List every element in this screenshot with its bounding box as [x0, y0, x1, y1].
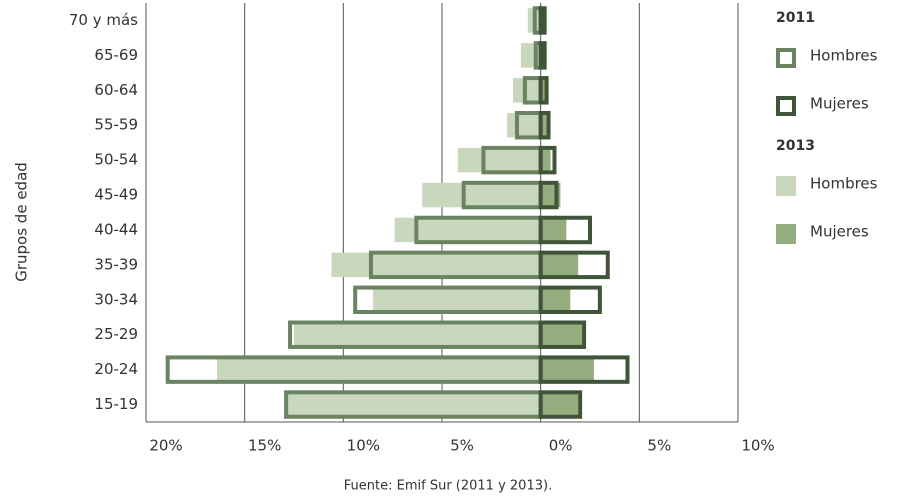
bar: [372, 287, 541, 313]
source-note: Fuente: Emif Sur (2011 y 2013).: [344, 479, 552, 494]
y-tick-label: 60-64: [94, 81, 138, 99]
y-tick-label: 15-19: [94, 395, 138, 413]
bar: [286, 392, 541, 417]
x-tick-label: 10%: [347, 437, 380, 455]
legend-label: Hombres: [810, 175, 878, 193]
bar: [507, 112, 541, 138]
bar: [540, 252, 579, 278]
y-tick-label: 45-49: [94, 186, 138, 204]
bar-outline: [538, 355, 630, 384]
legend-label: Hombres: [810, 47, 878, 65]
bar: [540, 217, 567, 243]
y-axis-label: Grupos de edad: [13, 162, 31, 282]
y-tick-label: 40-44: [94, 220, 138, 238]
x-tick-label: 5%: [450, 437, 474, 455]
legend-title: 2011: [776, 10, 815, 26]
x-tick-label: 20%: [149, 437, 182, 455]
bar-outline: [538, 76, 549, 105]
x-tick-label: 10%: [741, 437, 774, 455]
legend-label: Mujeres: [810, 223, 869, 241]
y-tick-label: 20-24: [94, 360, 138, 378]
y-tick-label: 55-59: [94, 116, 138, 134]
bar-outline: [538, 215, 593, 245]
y-tick-label: 35-39: [94, 255, 138, 273]
legend-swatch: [776, 48, 796, 68]
bar-outline: [538, 145, 557, 175]
bar: [540, 287, 571, 313]
bar: [331, 252, 541, 278]
x-tick-label: 5%: [647, 437, 671, 455]
legend-swatch: [776, 224, 796, 244]
bar-outline: [538, 250, 610, 280]
x-tick-label: 15%: [248, 437, 281, 455]
legend-swatch: [776, 176, 796, 196]
bar: [540, 357, 594, 382]
bar: [422, 182, 541, 208]
legend-title: 2013: [776, 138, 815, 154]
bar: [540, 392, 579, 417]
bar-outline: [538, 41, 547, 70]
y-tick-label: 65-69: [94, 46, 138, 64]
bar-outline: [538, 285, 602, 315]
legend-swatch: [776, 96, 796, 116]
bar-outline: [538, 320, 587, 349]
bar: [217, 357, 541, 382]
legend-label: Mujeres: [810, 95, 869, 113]
bar: [394, 217, 541, 243]
bar-outline: [538, 390, 583, 419]
bar: [540, 112, 549, 138]
bar: [540, 147, 551, 173]
x-tick-label: 0%: [549, 437, 573, 455]
bar-outline: [538, 180, 559, 210]
y-tick-label: 30-34: [94, 290, 138, 308]
bar-outline: [538, 110, 551, 140]
y-tick-label: 70 y más: [69, 11, 138, 29]
bar: [540, 322, 583, 347]
y-tick-label: 25-29: [94, 325, 138, 343]
bar-outline: [538, 6, 547, 35]
y-tick-label: 50-54: [94, 151, 138, 169]
bar: [457, 147, 541, 173]
bar: [294, 322, 541, 347]
